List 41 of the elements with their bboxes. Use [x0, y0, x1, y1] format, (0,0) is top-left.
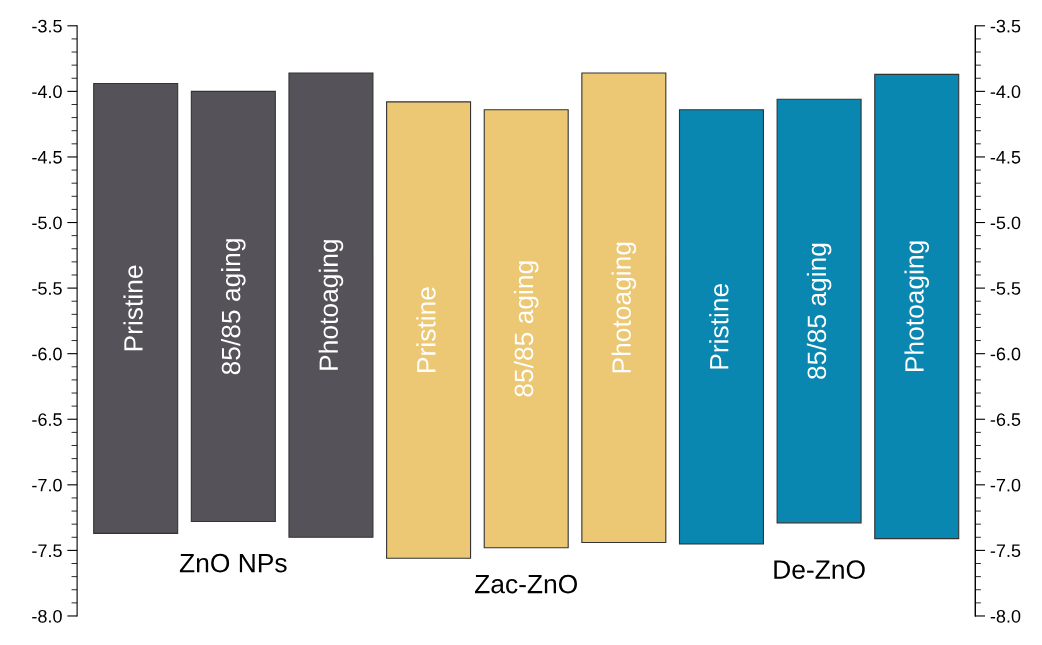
y-tick-label: -7.0: [32, 478, 62, 492]
x-tick-label: Pristine: [123, 265, 143, 351]
x-tick-label: 85/85 aging: [806, 243, 832, 379]
x-tick-label: Photoaging: [904, 241, 930, 372]
x-tick-label: 85/85 aging: [221, 239, 246, 375]
bar: [581, 72, 667, 544]
y-tick-label: -6.5: [32, 413, 62, 426]
series-label: De-ZnO: [774, 560, 865, 579]
x-tick-label: Photoaging: [318, 240, 344, 370]
y2-tick-label: -6.5: [990, 413, 1021, 426]
bar: [483, 109, 569, 549]
x-tick-label: 85/85 aging: [513, 261, 539, 397]
y-tick-label: -4.5: [32, 151, 62, 164]
y2-tick-label: -4.0: [990, 85, 1021, 99]
y2-tick-label: -7.0: [990, 478, 1021, 492]
y-tick-label: -8.0: [32, 609, 62, 623]
x-tick-label: Pristine: [416, 287, 436, 372]
y2-tick-label: -8.0: [990, 609, 1021, 623]
x-tick-label: Pristine: [709, 283, 729, 369]
y-tick-label: -3.5: [32, 19, 62, 33]
y-tick-label: -6.0: [32, 347, 62, 361]
y2-tick-label: -3.5: [990, 19, 1021, 33]
bar: [776, 98, 862, 524]
x-tick-label: Photoaging: [611, 242, 637, 373]
y2-tick-label: -5.0: [990, 216, 1021, 230]
y2-tick-label: -7.5: [990, 544, 1021, 558]
y-tick-label: -5.5: [32, 282, 62, 295]
y2-tick-label: -4.5: [990, 151, 1021, 164]
bar: [288, 72, 374, 538]
bar: [190, 90, 276, 523]
y2-tick-label: -6.0: [990, 347, 1021, 361]
bar: [678, 109, 765, 545]
y-tick-label: -7.5: [32, 544, 62, 558]
y-tick-label: -5.0: [32, 216, 62, 230]
bar: [874, 73, 960, 540]
y-tick-label: -4.0: [32, 85, 62, 99]
bar: [386, 101, 472, 559]
bar: [93, 82, 179, 534]
series-label: ZnO NPs: [179, 553, 287, 573]
y2-tick-label: -5.5: [990, 282, 1021, 295]
series-label: Zac-ZnO: [475, 574, 577, 594]
